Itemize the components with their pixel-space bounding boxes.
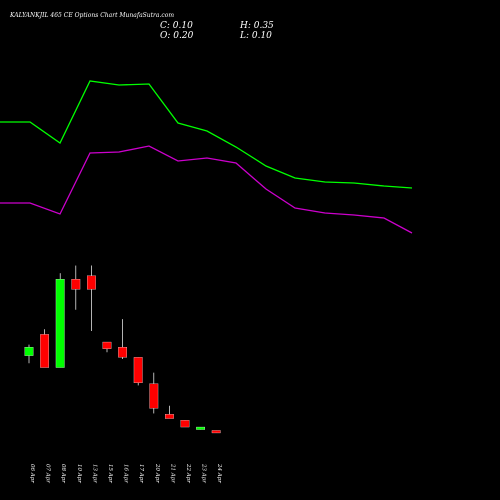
candle-4 — [71, 265, 81, 310]
candle-body — [211, 430, 221, 434]
x-tick-label: 23 Apr — [201, 463, 207, 483]
candle-body — [55, 278, 65, 368]
x-tick-label: 15 Apr — [107, 464, 113, 483]
high-readout: H: 0.35 — [239, 21, 274, 31]
low-readout: L: 0.10 — [239, 31, 272, 41]
x-tick-label: 16 Apr — [123, 464, 129, 483]
candle-1 — [24, 344, 34, 364]
x-axis-ticks: 06 Apr 07 Apr 08 Apr 10 Apr 13 Apr 15 Apr 16 A… — [29, 463, 222, 483]
candle-9 — [149, 372, 159, 414]
lower-band-line — [0, 145, 413, 234]
x-tick-label: 22 Apr — [185, 463, 191, 483]
candles — [24, 265, 221, 434]
candle-12 — [196, 426, 206, 430]
candle-13 — [211, 430, 221, 434]
candle-body — [196, 426, 206, 430]
candle-body — [118, 346, 127, 358]
x-tick-label: 13 Apr — [91, 464, 97, 483]
candle-2 — [40, 329, 49, 368]
candle-8 — [133, 357, 143, 386]
x-tick-label: 20 Apr — [154, 463, 160, 483]
candle-5 — [87, 265, 96, 331]
x-tick-label: 08 Apr — [60, 464, 66, 483]
candle-body — [24, 346, 34, 356]
close-readout: C: 0.10 — [160, 21, 193, 31]
x-tick-label: 17 Apr — [138, 464, 144, 483]
upper-band-line — [0, 80, 413, 189]
candle-body — [71, 278, 81, 290]
candle-3 — [55, 273, 65, 368]
candle-body — [40, 334, 49, 368]
candle-body — [102, 341, 112, 349]
candle-6 — [102, 341, 112, 353]
candle-body — [149, 383, 159, 409]
candle-body — [180, 420, 190, 428]
chart-title: KALYANKJIL 465 CE Options Chart MunafaSu… — [9, 12, 174, 19]
x-tick-label: 21 Apr — [169, 463, 175, 483]
x-tick-label: 10 Apr — [76, 464, 82, 483]
candle-7 — [118, 319, 127, 360]
x-tick-label: 24 Apr — [216, 463, 222, 483]
band-lines — [0, 80, 413, 234]
candle-11 — [180, 420, 190, 428]
x-tick-label: 07 Apr — [45, 464, 51, 483]
candle-body — [133, 357, 143, 384]
open-readout: O: 0.20 — [160, 31, 194, 41]
candle-body — [87, 275, 96, 290]
candle-body — [164, 414, 174, 419]
x-tick-label: 06 Apr — [29, 464, 35, 483]
candle-10 — [164, 405, 174, 419]
